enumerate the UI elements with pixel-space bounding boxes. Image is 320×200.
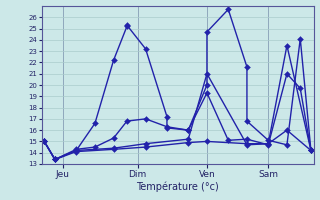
X-axis label: Température (°c): Température (°c) (136, 181, 219, 192)
